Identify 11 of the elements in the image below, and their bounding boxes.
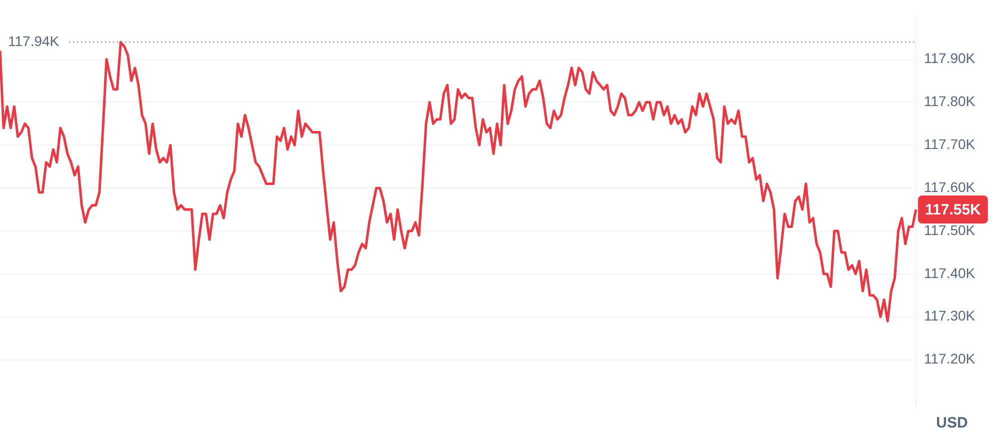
text: 117.55K	[925, 202, 982, 219]
y-axis-title: USD	[936, 414, 968, 432]
ref-line-label: 117.94K	[8, 33, 60, 50]
y-tick-label: 117.20K	[924, 350, 976, 367]
y-tick-label: 117.80K	[924, 93, 976, 110]
y-tick-label: 117.50K	[924, 222, 976, 238]
y-tick-label: 117.30K	[924, 308, 976, 324]
y-tick-label: 117.90K	[924, 50, 976, 66]
y-tick-label: 117.40K	[924, 264, 976, 281]
y-tick-label: 117.60K	[924, 178, 976, 195]
y-tick-label: 117.70K	[924, 136, 976, 152]
